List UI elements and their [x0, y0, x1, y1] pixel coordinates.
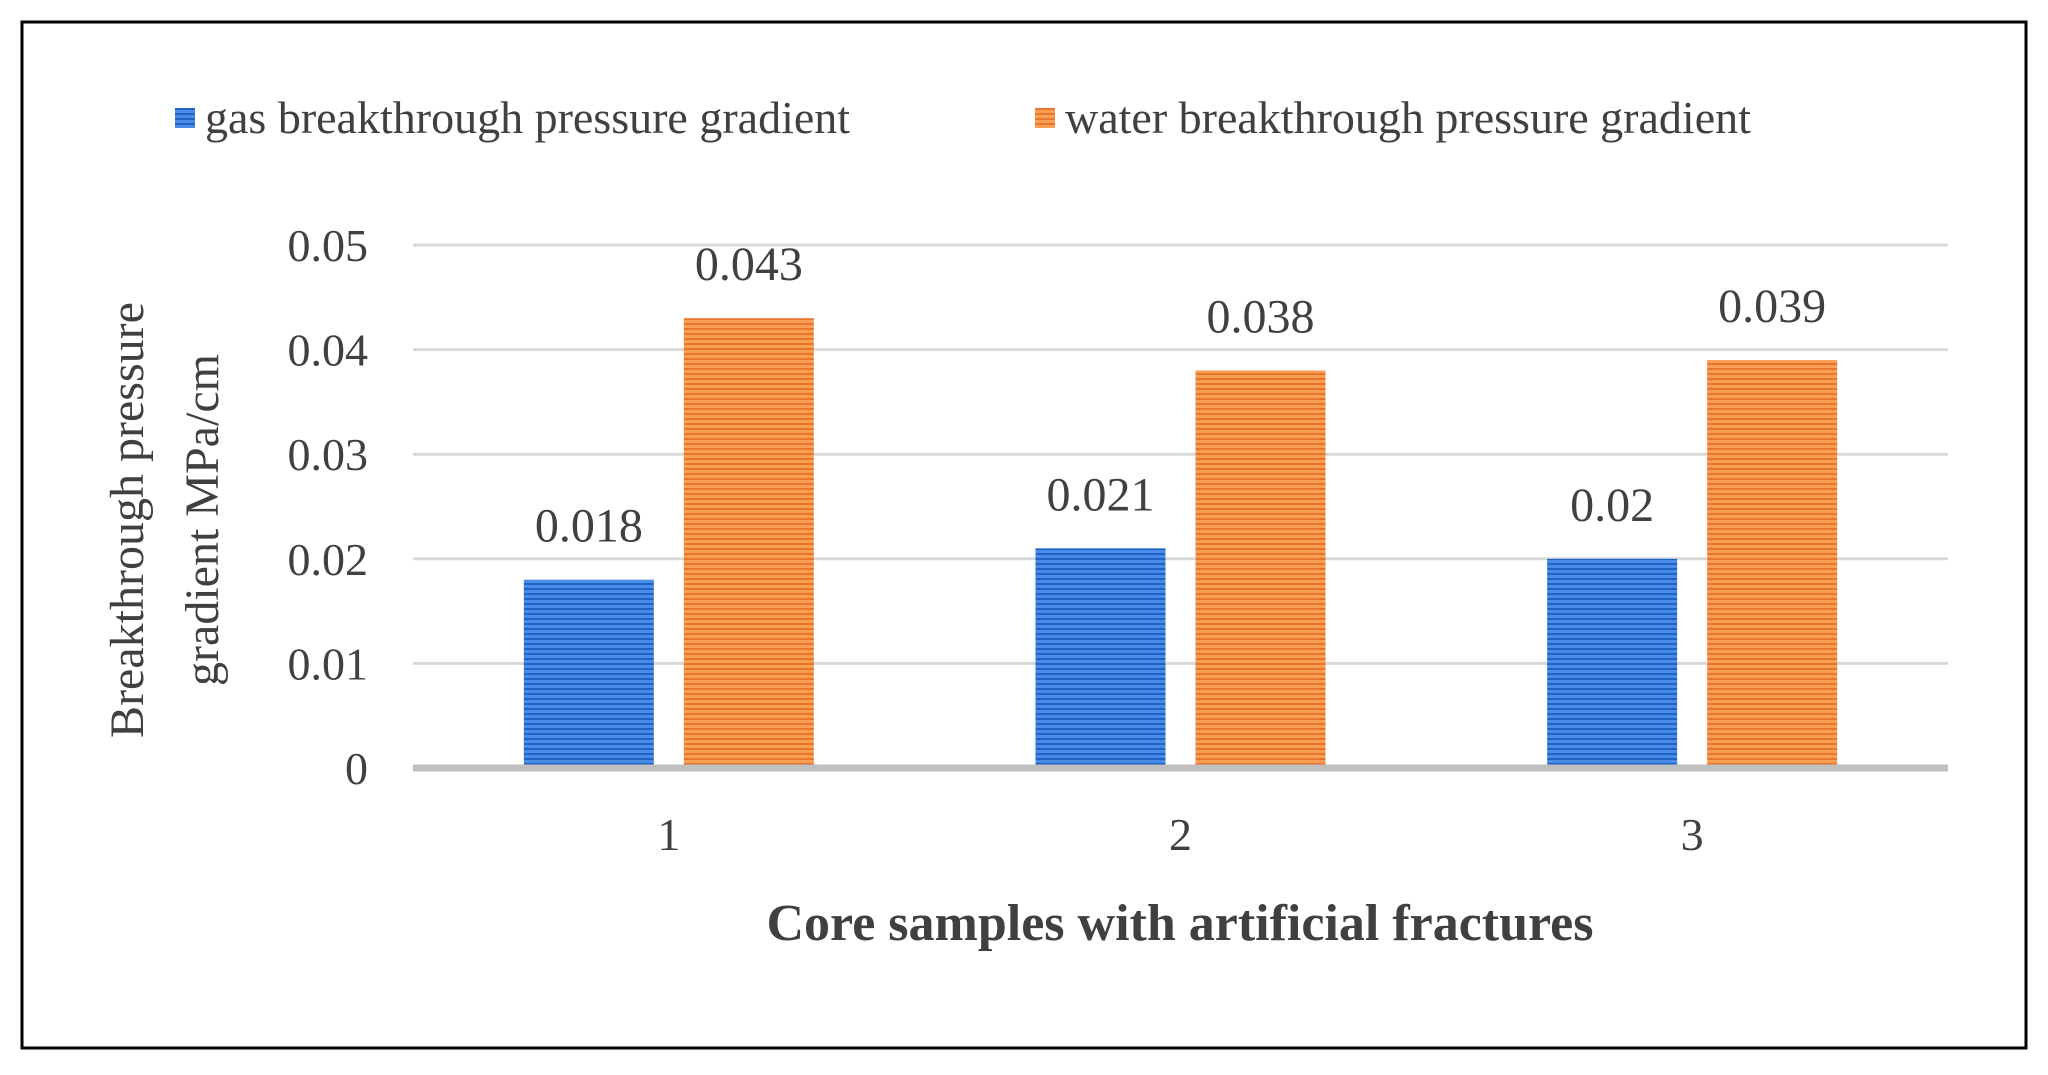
y-axis-title-line2: gradient MPa/cm	[176, 354, 229, 686]
y-tick-label: 0.05	[288, 220, 369, 271]
bar-water-3	[1707, 360, 1837, 768]
legend-label-gas: gas breakthrough pressure gradient	[205, 92, 850, 143]
data-label-gas-2: 0.021	[1047, 468, 1155, 521]
data-label-gas-3: 0.02	[1570, 479, 1654, 532]
bar-water-2	[1196, 371, 1326, 768]
data-label-water-1: 0.043	[695, 238, 803, 291]
y-tick-label: 0.01	[288, 638, 369, 689]
bar-gas-3	[1547, 559, 1677, 768]
bar-water-1	[684, 318, 814, 768]
legend-swatch-gas	[175, 108, 195, 128]
x-tick-label: 3	[1681, 809, 1704, 860]
legend-swatch-water	[1035, 108, 1055, 128]
y-tick-label: 0.03	[288, 429, 369, 480]
y-tick-label: 0.02	[288, 534, 369, 585]
chart-container: gas breakthrough pressure gradient water…	[0, 0, 2048, 1070]
bar-gas-2	[1036, 548, 1166, 768]
data-label-water-3: 0.039	[1718, 280, 1826, 333]
data-label-gas-1: 0.018	[535, 500, 643, 553]
bar-gas-1	[524, 580, 654, 768]
y-axis-title-line1: Breakthrough pressure	[101, 302, 154, 738]
x-tick-label: 1	[657, 809, 680, 860]
x-axis-title: Core samples with artificial fractures	[767, 895, 1594, 952]
data-label-water-2: 0.038	[1207, 291, 1315, 344]
bar-chart: gas breakthrough pressure gradient water…	[0, 0, 2048, 1070]
x-tick-label: 2	[1169, 809, 1192, 860]
y-tick-label: 0	[345, 743, 368, 794]
y-tick-label: 0.04	[288, 325, 369, 376]
legend-label-water: water breakthrough pressure gradient	[1065, 92, 1751, 143]
